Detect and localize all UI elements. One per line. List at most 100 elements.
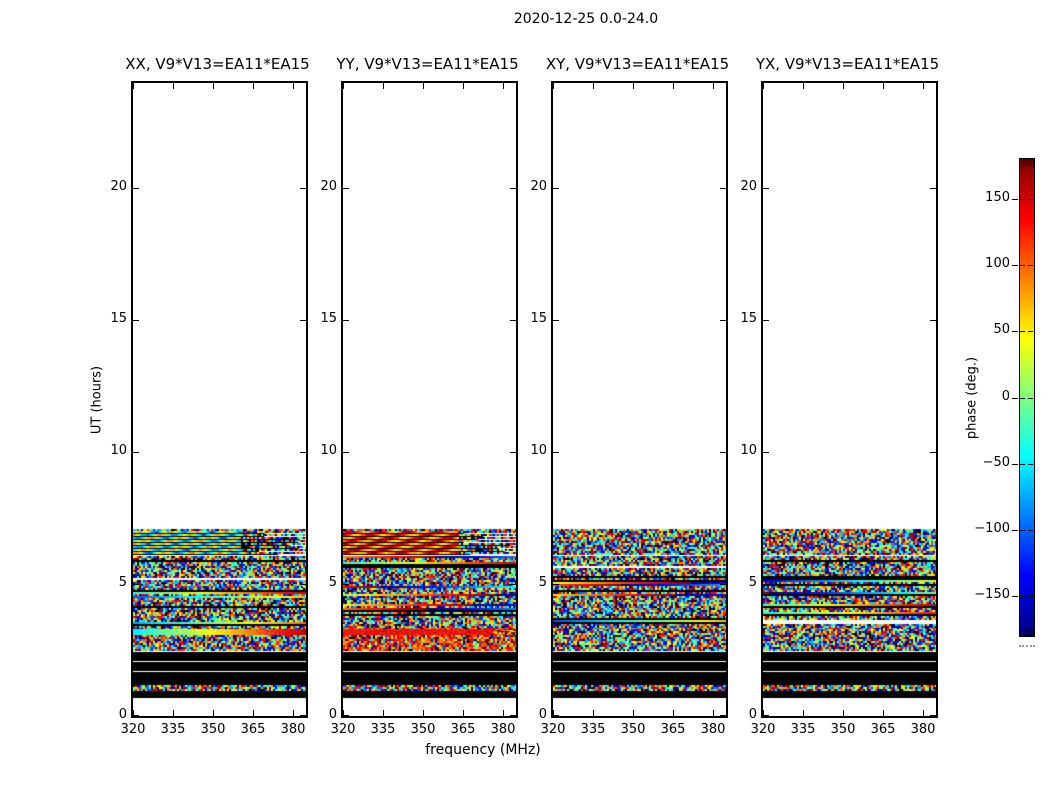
- y-tick: [133, 188, 139, 189]
- x-tick-label: 320: [120, 722, 146, 737]
- y-tick: [553, 188, 559, 189]
- y-tick-label: 15: [320, 311, 337, 326]
- x-tick: [503, 83, 504, 89]
- y-tick: [720, 584, 726, 585]
- x-tick: [713, 83, 714, 89]
- x-tick: [383, 710, 384, 716]
- y-tick: [133, 715, 139, 716]
- y-tick-label: 10: [320, 443, 337, 458]
- colorbar-tick: [1028, 265, 1033, 266]
- x-tick-label: 320: [330, 722, 356, 737]
- y-tick-label: 20: [530, 179, 547, 194]
- colorbar-tick: [1020, 265, 1025, 266]
- x-tick: [133, 710, 134, 716]
- x-tick: [293, 710, 294, 716]
- y-tick: [300, 715, 306, 716]
- colorbar-tick: [1028, 530, 1033, 531]
- colorbar-tick-label: −100: [974, 521, 1010, 536]
- x-tick: [633, 710, 634, 716]
- x-tick-label: 365: [870, 722, 896, 737]
- panel-XY: [551, 81, 728, 718]
- x-tick-label: 350: [830, 722, 856, 737]
- colorbar-tick-label: 100: [985, 256, 1010, 271]
- x-tick: [593, 710, 594, 716]
- y-tick-label: 5: [118, 575, 127, 590]
- x-tick: [343, 710, 344, 716]
- x-tick: [593, 83, 594, 89]
- y-tick: [930, 715, 936, 716]
- y-tick-label: 0: [118, 707, 127, 722]
- y-tick-label: 5: [328, 575, 337, 590]
- x-tick: [763, 710, 764, 716]
- x-tick-label: 365: [450, 722, 476, 737]
- x-tick-label: 365: [660, 722, 686, 737]
- heatmap-canvas-YX: [763, 83, 936, 716]
- x-tick: [713, 710, 714, 716]
- x-tick: [133, 83, 134, 89]
- y-tick-label: 10: [530, 443, 547, 458]
- colorbar-tick: [1020, 398, 1025, 399]
- panel-title-XX: XX, V9*V13=EA11*EA15: [125, 55, 310, 73]
- x-tick-label: 320: [750, 722, 776, 737]
- colorbar-tick-label: −50: [982, 455, 1010, 470]
- y-tick: [930, 584, 936, 585]
- y-tick: [300, 188, 306, 189]
- x-tick: [173, 710, 174, 716]
- y-tick: [720, 320, 726, 321]
- x-tick-label: 380: [910, 722, 936, 737]
- x-tick: [553, 83, 554, 89]
- colorbar-tick-label: −150: [974, 587, 1010, 602]
- y-tick: [553, 584, 559, 585]
- y-tick-label: 5: [538, 575, 547, 590]
- heatmap-canvas-XY: [553, 83, 726, 716]
- y-tick: [510, 715, 516, 716]
- x-tick: [383, 83, 384, 89]
- colorbar-tick: [1012, 265, 1018, 266]
- x-tick: [843, 710, 844, 716]
- x-tick-label: 320: [540, 722, 566, 737]
- x-tick: [763, 83, 764, 89]
- y-tick: [720, 715, 726, 716]
- x-tick: [253, 710, 254, 716]
- x-tick: [633, 83, 634, 89]
- colorbar-tick-label: 150: [985, 190, 1010, 205]
- y-tick: [343, 715, 349, 716]
- colorbar-tick-label: 50: [993, 322, 1010, 337]
- x-tick: [173, 83, 174, 89]
- colorbar-tick-label: 0: [1001, 389, 1010, 404]
- x-tick: [883, 710, 884, 716]
- x-tick: [923, 710, 924, 716]
- colorbar-tick: [1020, 530, 1025, 531]
- x-tick: [803, 83, 804, 89]
- x-tick-label: 380: [280, 722, 306, 737]
- x-tick: [463, 83, 464, 89]
- y-tick-label: 15: [740, 311, 757, 326]
- colorbar-tick: [1012, 530, 1018, 531]
- x-axis-label: frequency (MHz): [425, 742, 541, 758]
- figure-title: 2020-12-25 0.0-24.0: [513, 11, 659, 27]
- y-tick-label: 0: [328, 707, 337, 722]
- x-tick: [923, 83, 924, 89]
- y-tick: [510, 452, 516, 453]
- panel-title-YX: YX, V9*V13=EA11*EA15: [755, 55, 940, 73]
- y-tick-label: 0: [748, 707, 757, 722]
- x-tick: [673, 710, 674, 716]
- heatmap-canvas-XX: [133, 83, 306, 716]
- panel-YY: [341, 81, 518, 718]
- x-tick: [423, 710, 424, 716]
- colorbar-tick: [1028, 464, 1033, 465]
- y-tick: [553, 452, 559, 453]
- y-tick: [343, 188, 349, 189]
- y-tick: [343, 452, 349, 453]
- x-tick-label: 335: [790, 722, 816, 737]
- x-tick-label: 350: [620, 722, 646, 737]
- panel-title-XY: XY, V9*V13=EA11*EA15: [545, 55, 730, 73]
- x-tick: [343, 83, 344, 89]
- y-tick: [133, 452, 139, 453]
- colorbar-tick: [1028, 398, 1033, 399]
- y-tick-label: 10: [110, 443, 127, 458]
- colorbar-tick: [1020, 464, 1025, 465]
- x-tick: [503, 710, 504, 716]
- y-axis-label: UT (hours): [89, 365, 105, 435]
